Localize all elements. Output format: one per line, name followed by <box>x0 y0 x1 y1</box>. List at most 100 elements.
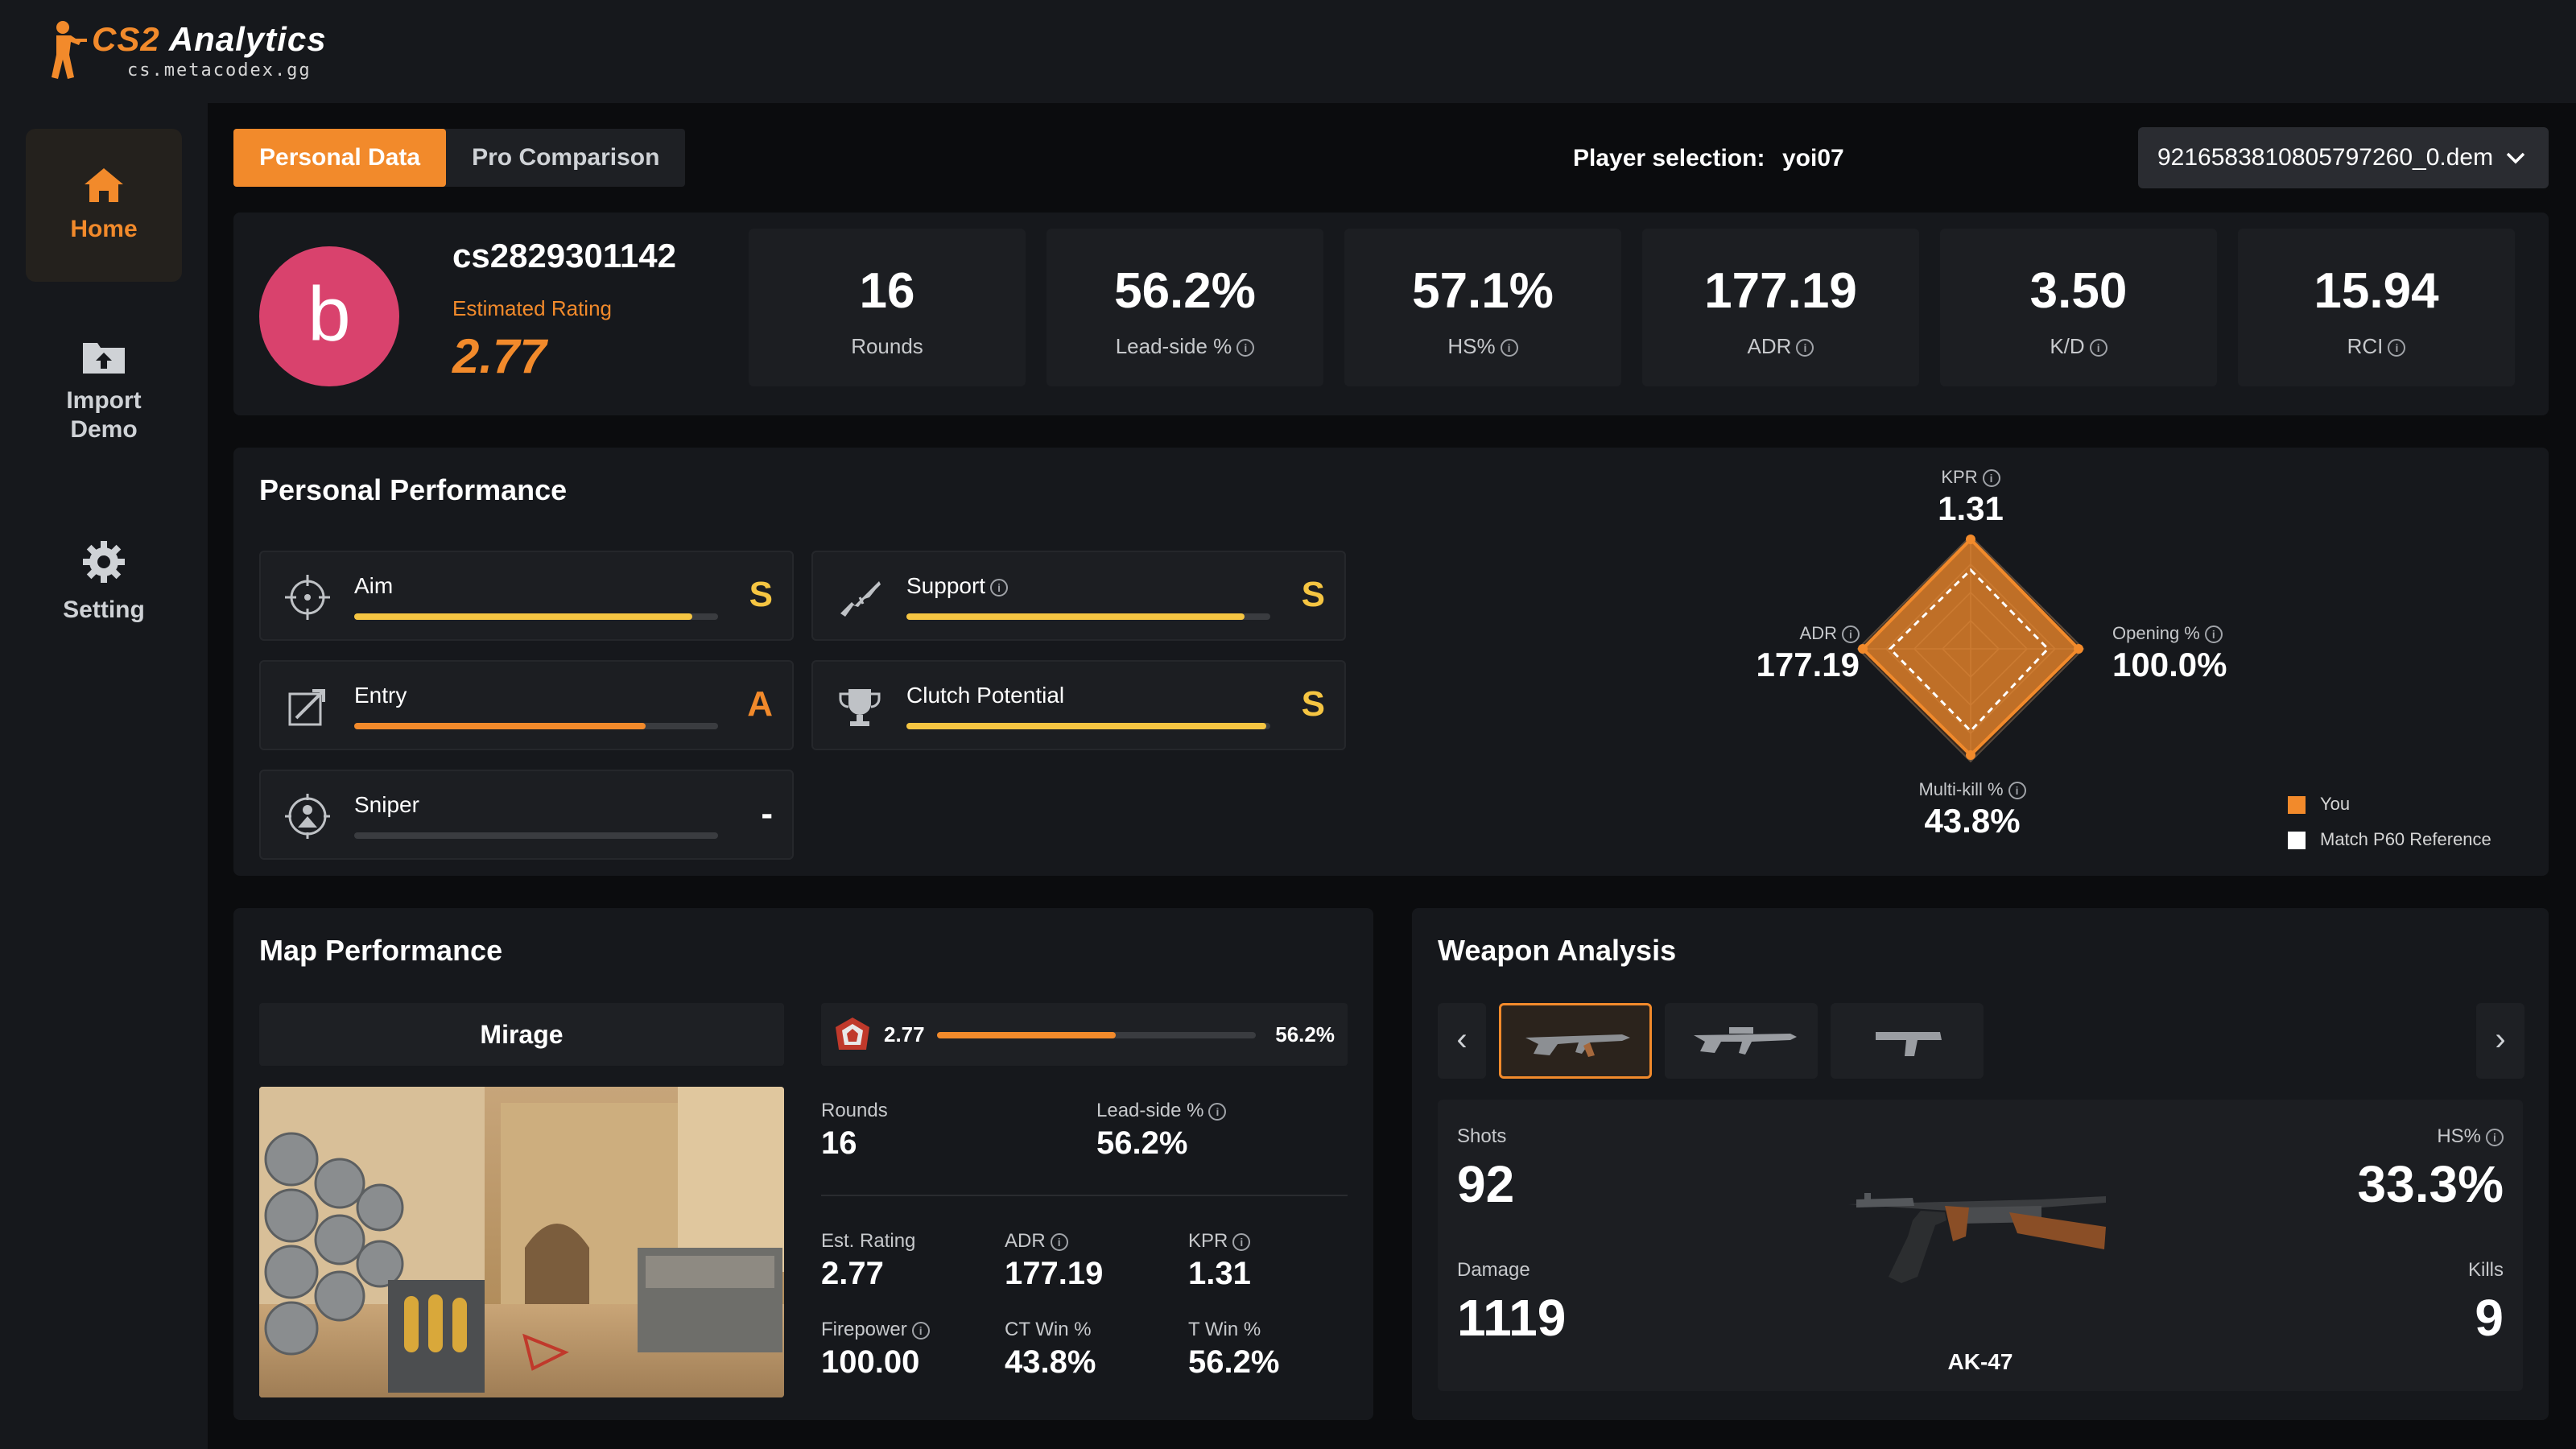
chevron-right-icon: › <box>2495 1022 2506 1057</box>
sidebar: Home Import Demo Setting <box>0 103 208 1449</box>
nav-home[interactable]: Home <box>26 129 182 282</box>
player-selection-label: Player selection: <box>1573 145 1765 171</box>
player-select[interactable]: yoi07 <box>1782 145 2281 172</box>
stat-value: 56.2% <box>1114 263 1256 319</box>
tab-personal-data[interactable]: Personal Data <box>233 129 447 187</box>
nav-setting[interactable]: Setting <box>26 522 182 642</box>
radar-you-polygon <box>1860 537 2081 758</box>
scope-icon <box>285 794 330 839</box>
stat-label: RCI <box>2347 334 2384 358</box>
stat-rci: 15.94 RCI i <box>2238 229 2515 386</box>
app-title: CS2 Analytics <box>92 19 327 58</box>
info-icon[interactable]: i <box>1050 1232 1068 1251</box>
tab-pro-comparison[interactable]: Pro Comparison <box>472 144 660 171</box>
skill-entry[interactable]: Entry A <box>259 660 794 750</box>
info-icon[interactable]: i <box>1982 469 2000 488</box>
section-title: Map Performance <box>259 934 503 967</box>
skill-support[interactable]: Support i S <box>811 551 1346 641</box>
weapon-prev-button[interactable]: ‹ <box>1438 1003 1486 1079</box>
info-icon[interactable]: i <box>2204 625 2223 644</box>
info-icon[interactable]: i <box>2388 339 2406 357</box>
skill-bar-fill <box>354 613 693 620</box>
stat-rounds: 16 Rounds <box>749 229 1026 386</box>
nav-import-label: Import Demo <box>66 387 142 443</box>
stat-adr: 177.19 ADR i <box>1642 229 1919 386</box>
radar-multikill: Multi-kill % i 43.8% <box>1852 779 2093 840</box>
app-logo[interactable]: CS2 Analytics cs.metacodex.gg <box>39 18 327 82</box>
map-stat-rounds: Rounds 16 <box>821 1100 888 1161</box>
map-rating-value: 2.77 <box>884 1022 925 1046</box>
home-icon <box>85 168 123 202</box>
weapon-analysis-card: Weapon Analysis ‹ › Shots 92 Damage 1119 H… <box>1412 908 2549 1420</box>
skill-bar <box>354 832 718 839</box>
info-icon[interactable]: i <box>1796 339 1814 357</box>
stat-value: 57.1% <box>1412 263 1554 319</box>
estimated-rating-label: Estimated Rating <box>452 296 612 320</box>
radar-kpr: KPR i 1.31 <box>1938 467 2004 527</box>
info-icon[interactable]: i <box>2486 1128 2504 1146</box>
chevron-down-icon <box>2506 152 2525 164</box>
info-icon[interactable]: i <box>1842 625 1860 644</box>
top-bar: CS2 Analytics cs.metacodex.gg <box>0 0 2576 103</box>
upload-icon <box>83 343 125 374</box>
demo-file-select[interactable]: 9216583810805797260_0.dem <box>2138 127 2549 188</box>
radar-adr: ADR i 177.19 <box>1756 623 1860 683</box>
skill-name: Entry <box>354 683 407 708</box>
skill-grade: A <box>747 684 773 724</box>
weapon-tile-m4[interactable] <box>1665 1003 1818 1079</box>
weapon-tile-ak47[interactable] <box>1499 1003 1652 1079</box>
m4-thumb-icon <box>1694 1027 1797 1055</box>
pistol-thumb-icon <box>1876 1032 1942 1056</box>
skill-bar-fill <box>906 613 1245 620</box>
nav-home-label: Home <box>70 216 138 242</box>
skill-grade: S <box>1301 575 1325 614</box>
skill-grade: - <box>761 794 773 833</box>
legend-swatch <box>2288 832 2306 850</box>
rifle-icon <box>840 581 881 617</box>
ak47-image <box>1848 1193 2106 1283</box>
section-title: Weapon Analysis <box>1438 934 1677 967</box>
nav-import-demo[interactable]: Import Demo <box>26 314 182 467</box>
map-name-tab[interactable]: Mirage <box>259 1003 784 1066</box>
map-stat-ct-win: CT Win % 43.8% <box>1005 1319 1096 1380</box>
skill-sniper[interactable]: Sniper - <box>259 770 794 860</box>
info-icon[interactable]: i <box>1208 1102 1227 1121</box>
info-icon[interactable]: i <box>2089 339 2107 357</box>
skill-bar <box>906 723 1270 729</box>
weapon-tile-pistol[interactable] <box>1831 1003 1984 1079</box>
skill-name: Sniper <box>354 792 419 817</box>
player-select-value: yoi07 <box>1782 145 1844 171</box>
skill-name: Clutch Potential <box>906 683 1065 708</box>
ak47-thumb-icon <box>1525 1034 1630 1057</box>
map-stat-kpr: KPR i 1.31 <box>1188 1230 1251 1291</box>
info-icon[interactable]: i <box>1236 339 1255 357</box>
info-icon[interactable]: i <box>1500 339 1518 357</box>
skill-grade: S <box>1301 684 1325 724</box>
stat-value: 177.19 <box>1704 263 1857 319</box>
skill-name: Aim <box>354 573 394 598</box>
info-icon[interactable]: i <box>1232 1232 1251 1251</box>
skill-bar-fill <box>354 723 646 729</box>
skill-clutch-potential[interactable]: Clutch Potential S <box>811 660 1346 750</box>
divider <box>821 1195 1348 1196</box>
info-icon[interactable]: i <box>2008 782 2026 800</box>
map-performance-card: Map Performance Mirage <box>233 908 1373 1420</box>
soldier-logo-icon <box>52 21 87 79</box>
weapon-next-button[interactable]: › <box>2476 1003 2524 1079</box>
tab-bar: Personal Data Pro Comparison <box>233 129 686 187</box>
chevron-left-icon: ‹ <box>1456 1022 1468 1057</box>
stat-label: ADR <box>1747 334 1792 358</box>
stat-label: HS% <box>1447 334 1496 358</box>
map-stat-t-win: T Win % 56.2% <box>1188 1319 1280 1380</box>
entry-icon <box>288 689 325 726</box>
info-icon[interactable]: i <box>911 1321 930 1340</box>
weapon-name: AK-47 <box>1947 1349 2013 1374</box>
radar-reference-polygon <box>1888 568 2050 733</box>
map-rating-bar: 2.77 56.2% <box>821 1003 1348 1066</box>
skill-bar <box>354 613 718 620</box>
crosshair-icon <box>285 575 330 620</box>
info-icon[interactable]: i <box>990 578 1009 597</box>
map-lead-bar-fill <box>937 1032 1116 1038</box>
personal-performance-card: Personal Performance Aim S Support i S En… <box>233 448 2549 876</box>
skill-aim[interactable]: Aim S <box>259 551 794 641</box>
